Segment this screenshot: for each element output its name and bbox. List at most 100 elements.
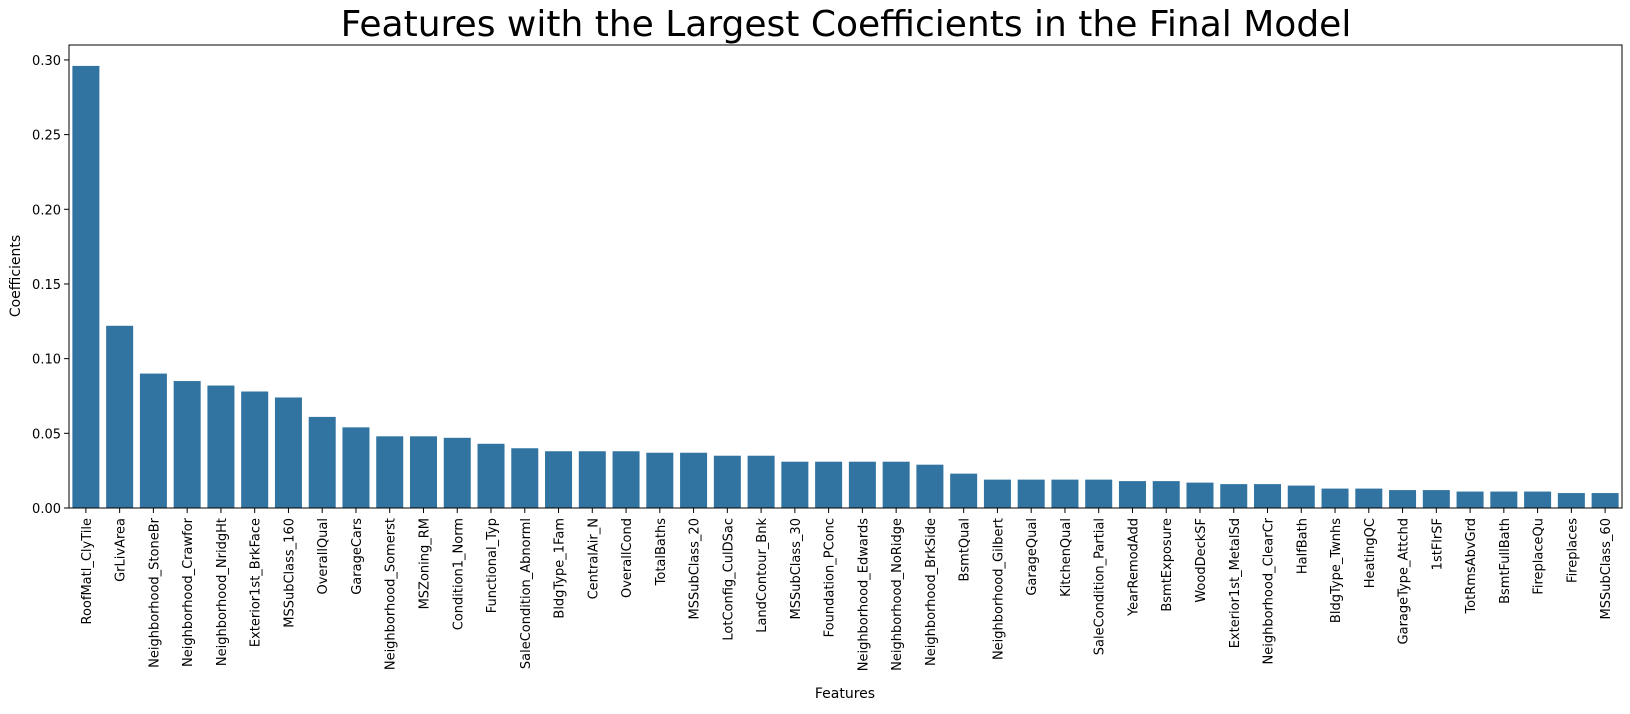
- bar: [308, 416, 336, 508]
- bar: [815, 461, 843, 508]
- x-tick-label: Neighborhood_BrkSide: [924, 518, 939, 666]
- bar: [950, 473, 978, 508]
- x-axis-ticks: RoofMatl_ClyTile GrLivArea Neighborhood_St…: [80, 508, 1614, 671]
- bar: [1287, 485, 1315, 508]
- bar: [1152, 481, 1180, 508]
- bar: [1557, 493, 1585, 508]
- bar: [1355, 488, 1383, 508]
- x-tick-label: FireplaceQu: [1532, 518, 1547, 595]
- bar: [680, 452, 708, 508]
- x-tick-label: TotalBaths: [654, 518, 669, 587]
- bar: [274, 397, 302, 508]
- bar: [173, 381, 201, 508]
- x-tick-label: Functional_Typ: [485, 518, 500, 613]
- x-tick-label: Neighborhood_Edwards: [856, 518, 871, 671]
- bar: [1456, 491, 1484, 508]
- bar: [1085, 479, 1113, 508]
- bar: [545, 451, 573, 508]
- bar: [1591, 493, 1619, 508]
- bar: [511, 448, 539, 508]
- x-tick-label: GrLivArea: [114, 518, 129, 582]
- x-tick-label: OverallQual: [316, 518, 331, 595]
- x-tick-label: BsmtQual: [958, 518, 973, 582]
- bar: [106, 325, 134, 508]
- x-tick-label: KitchenQual: [1059, 518, 1074, 597]
- x-tick-label: GarageCars: [350, 518, 365, 595]
- x-tick-label: Neighborhood_Somerst: [384, 518, 399, 670]
- bar: [477, 443, 505, 508]
- bar: [1524, 491, 1552, 508]
- bar: [1422, 490, 1450, 508]
- y-tick-label: 0.05: [32, 427, 61, 442]
- bar: [882, 461, 910, 508]
- x-tick-label: OverallCond: [620, 518, 635, 598]
- x-tick-label: WoodDeckSF: [1194, 518, 1209, 603]
- x-tick-label: BsmtExposure: [1160, 518, 1175, 612]
- x-tick-label: Condition1_Norm: [451, 518, 466, 630]
- bar: [1118, 481, 1146, 508]
- x-tick-label: MSSubClass_20: [688, 518, 703, 619]
- y-tick-label: 0.30: [32, 54, 61, 69]
- y-tick-label: 0.10: [32, 353, 61, 368]
- x-tick-label: TotRmsAbvGrd: [1464, 518, 1479, 615]
- x-tick-label: GarageQual: [1025, 518, 1040, 596]
- bar: [781, 461, 809, 508]
- y-tick-label: 0.25: [32, 129, 61, 144]
- bar: [646, 452, 674, 508]
- bar: [612, 451, 640, 508]
- bars: [72, 65, 1619, 509]
- x-tick-label: BldgType_1Fam: [553, 518, 568, 619]
- bar: [1220, 484, 1248, 508]
- x-tick-label: Exterior1st_BrkFace: [249, 518, 264, 647]
- bar: [1254, 484, 1282, 508]
- y-axis-label: Coefficients: [8, 235, 24, 317]
- y-tick-label: 0.15: [32, 278, 61, 293]
- x-tick-label: Neighborhood_NoRidge: [890, 518, 905, 671]
- x-tick-label: HalfBath: [1295, 518, 1310, 574]
- bar: [72, 65, 100, 509]
- bar: [139, 373, 167, 508]
- x-tick-label: SaleCondition_Partial: [1093, 518, 1108, 655]
- bar: [916, 464, 944, 508]
- x-tick-label: Fireplaces: [1565, 518, 1580, 583]
- plot-frame: [68, 44, 1623, 509]
- bar: [848, 461, 876, 508]
- y-axis-ticks: 0.00 0.05 0.10 0.15 0.20 0.25 0.30: [32, 54, 69, 517]
- bar: [342, 427, 370, 508]
- x-axis-label: Features: [815, 686, 875, 702]
- x-tick-label: CentralAir_N: [586, 518, 601, 599]
- x-tick-label: MSSubClass_60: [1599, 518, 1614, 619]
- x-tick-label: RoofMatl_ClyTile: [80, 518, 95, 624]
- chart-title: Features with the Largest Coefficients i…: [341, 4, 1352, 45]
- bar: [1321, 488, 1349, 508]
- bar: [983, 479, 1011, 508]
- x-tick-label: GarageType_Attchd: [1397, 518, 1412, 644]
- x-tick-label: 1stFlrSF: [1430, 518, 1445, 570]
- bar: [376, 436, 404, 508]
- bar: [1186, 482, 1214, 508]
- x-tick-label: Neighborhood_Gilbert: [991, 518, 1006, 660]
- x-tick-label: Neighborhood_StoneBr: [147, 517, 162, 668]
- x-tick-label: YearRemodAdd: [1126, 518, 1141, 617]
- x-tick-label: MSSubClass_30: [789, 518, 804, 619]
- x-tick-label: SaleCondition_Abnorml: [519, 518, 534, 669]
- x-tick-label: HeatingQC: [1363, 518, 1378, 588]
- y-tick-label: 0.20: [32, 203, 61, 218]
- bar: [1490, 491, 1518, 508]
- bar: [578, 451, 606, 508]
- bar: [241, 391, 269, 508]
- bar: [1389, 490, 1417, 508]
- bar: [713, 455, 741, 508]
- y-tick-label: 0.00: [32, 502, 61, 517]
- x-tick-label: Foundation_PConc: [823, 518, 838, 637]
- x-tick-label: Neighborhood_ClearCr: [1262, 517, 1277, 664]
- x-tick-label: LotConfig_CulDSac: [721, 518, 736, 641]
- bar: [443, 437, 471, 508]
- x-tick-label: Neighborhood_NridgHt: [215, 518, 230, 666]
- x-tick-label: BldgType_Twnhs: [1329, 518, 1344, 623]
- x-tick-label: Exterior1st_MetalSd: [1228, 518, 1243, 648]
- x-tick-label: Neighborhood_Crawfor: [181, 517, 196, 667]
- x-tick-label: LandContour_Bnk: [755, 518, 770, 633]
- bar: [747, 455, 775, 508]
